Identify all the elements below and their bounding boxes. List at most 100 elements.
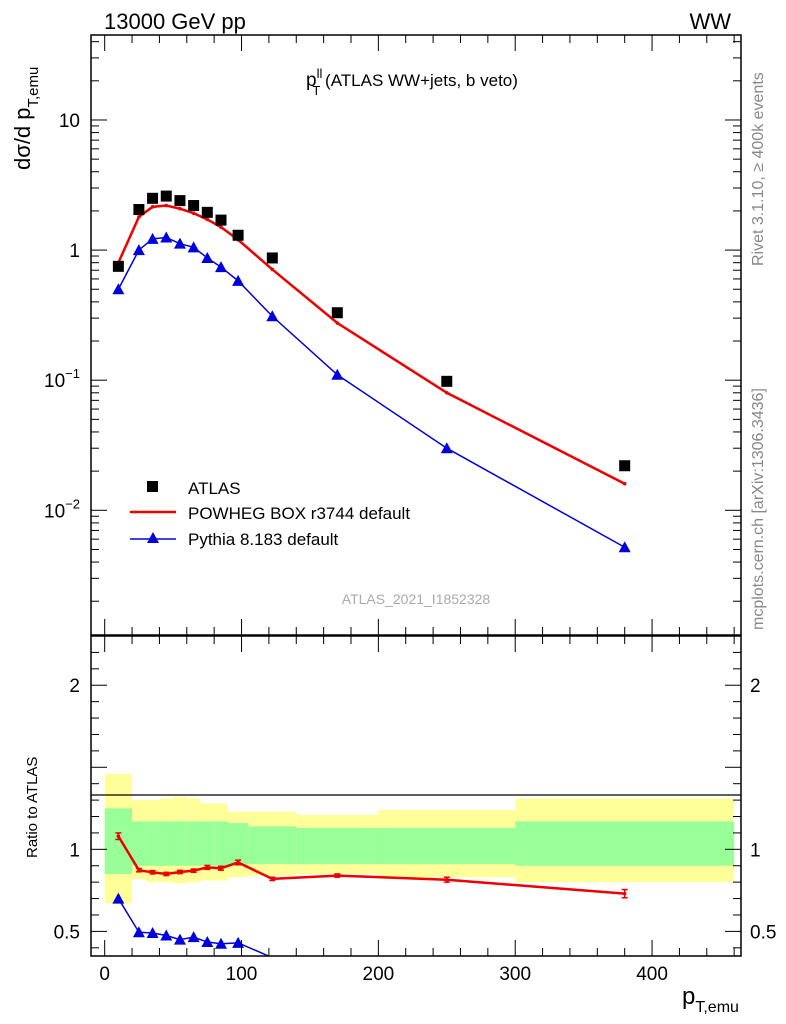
- powheg-point: [444, 390, 449, 395]
- pythia-point: [215, 261, 227, 273]
- atlas-point: [160, 190, 172, 202]
- ratio-bands: [104, 773, 735, 904]
- main-ticks: 10 1 10−1 10−2: [44, 35, 741, 635]
- atlas-point: [133, 204, 145, 216]
- atlas-point: [232, 229, 244, 241]
- ratio-band-inner: [173, 821, 187, 866]
- legend-marker-atlas: [147, 481, 158, 492]
- ratio-powheg-point: [444, 877, 449, 882]
- ratio-powheg-point: [191, 868, 196, 873]
- pythia-point: [160, 231, 173, 243]
- atlas-point: [174, 195, 186, 207]
- ratio-xtick-label: 300: [499, 964, 531, 985]
- main-marks: [112, 190, 631, 553]
- ratio-band-inner: [515, 821, 735, 866]
- ratio-ytick-label-right: 0.5: [750, 922, 776, 943]
- powheg-point: [270, 267, 275, 272]
- ratio-pythia-point: [187, 931, 200, 943]
- main-ytick-label: 10−2: [44, 496, 80, 522]
- powheg-point: [191, 211, 196, 216]
- ratio-ticks: 0 100 200 300 400 0.5 0.5 1 1 2 2: [54, 636, 776, 985]
- ratio-pythia-point: [215, 937, 227, 949]
- ratio-band-inner: [200, 821, 215, 866]
- legend-label-pythia: Pythia 8.183 default: [188, 530, 339, 549]
- pythia-point: [232, 274, 245, 286]
- ratio-pythia-point: [201, 936, 214, 948]
- ratio-band-inner: [378, 828, 516, 865]
- ratio-pythia-point: [132, 926, 145, 938]
- ratio-frame: [90, 635, 742, 957]
- main-ytick-label: 10−1: [44, 366, 80, 392]
- ratio-ytick-label: 2: [69, 676, 80, 697]
- atlas-point: [188, 200, 200, 212]
- powheg-point: [335, 321, 340, 325]
- pythia-line: [117, 236, 626, 548]
- legend-label-atlas: ATLAS: [188, 479, 241, 498]
- ratio-pythia-line: [117, 898, 271, 956]
- pythia-point: [266, 310, 279, 322]
- ratio-powheg-point: [150, 870, 155, 875]
- legend: ATLAS POWHEG BOX r3744 default Pythia 8.…: [130, 479, 410, 549]
- ratio-band-inner: [132, 821, 146, 866]
- main-ylabel: dσ/d pT,emu: [10, 67, 42, 170]
- ratio-powheg-point: [178, 870, 182, 874]
- ratio-band-inner: [227, 823, 249, 866]
- ratio-pythia-point: [112, 892, 125, 904]
- ratio-band-inner: [104, 808, 133, 874]
- pythia-point: [146, 232, 159, 244]
- pythia-point: [331, 368, 344, 380]
- ratio-band-inner: [214, 821, 228, 866]
- atlas-point: [215, 214, 227, 226]
- powheg-point: [205, 217, 210, 222]
- ratio-powheg-point: [270, 877, 275, 881]
- ratio-powheg-point: [205, 865, 210, 870]
- pythia-point: [440, 442, 453, 454]
- main-ytick-label: 10: [59, 111, 80, 132]
- pythia-point: [618, 541, 631, 553]
- powheg-point: [137, 215, 141, 219]
- ratio-xtick-label: 0: [99, 964, 110, 985]
- atlas-point: [112, 260, 124, 272]
- legend-marker-pythia: [147, 532, 159, 543]
- atlas-point: [441, 375, 453, 387]
- energy-label: 13000 GeV pp: [104, 9, 246, 34]
- ratio-powheg-point: [137, 868, 141, 872]
- analysis-watermark: ATLAS_2021_I1852328: [342, 591, 491, 607]
- ratio-pythia-group: [112, 892, 271, 956]
- ratio-ytick-label-right: 2: [750, 676, 761, 697]
- powheg-point: [150, 205, 155, 209]
- ratio-powheg-point: [116, 834, 121, 839]
- ratio-powheg-point: [622, 891, 627, 896]
- plot-title: pll T (ATLAS WW+jets, b veto): [306, 66, 518, 98]
- ratio-xtick-label: 100: [226, 964, 258, 985]
- main-frame: [90, 34, 742, 636]
- ratio-pythia-point: [146, 927, 159, 939]
- ratio-ylabel: Ratio to ATLAS: [24, 757, 41, 858]
- ratio-pythia-point: [160, 929, 173, 941]
- ratio-band-inner: [145, 821, 160, 866]
- pythia-point: [173, 237, 186, 249]
- ratio-band-inner: [248, 826, 297, 865]
- atlas-point: [619, 460, 631, 472]
- ratio-band-inner: [159, 821, 174, 866]
- process-label: WW: [689, 9, 731, 34]
- ratio-marks: [112, 832, 628, 956]
- ratio-band-inner: [186, 821, 201, 866]
- legend-label-powheg: POWHEG BOX r3744 default: [188, 504, 410, 523]
- ratio-band-inner: [296, 828, 379, 865]
- powheg-point: [178, 206, 182, 211]
- rivet-label: Rivet 3.1.10, ≥ 400k events: [750, 72, 767, 266]
- ratio-xlabel: pT,emu: [682, 983, 739, 1016]
- pythia-point: [132, 244, 145, 256]
- ratio-xtick-label: 200: [363, 964, 395, 985]
- ratio-powheg-point: [164, 872, 169, 876]
- ratio-xtick-label: 400: [636, 964, 668, 985]
- ratio-pythia-point: [173, 933, 186, 945]
- mcplots-label: mcplots.cern.ch [arXiv:1306.3436]: [750, 388, 767, 630]
- ratio-panel: 0 100 200 300 400 0.5 0.5 1 1 2 2 Ratio to ATLAS p…: [24, 635, 776, 1016]
- pythia-point: [187, 241, 200, 253]
- main-panel: 10 1 10−1 10−2 pll T (ATLAS WW+jets, b veto)…: [10, 34, 742, 636]
- ratio-powheg-point: [219, 866, 223, 871]
- atlas-point: [331, 307, 343, 319]
